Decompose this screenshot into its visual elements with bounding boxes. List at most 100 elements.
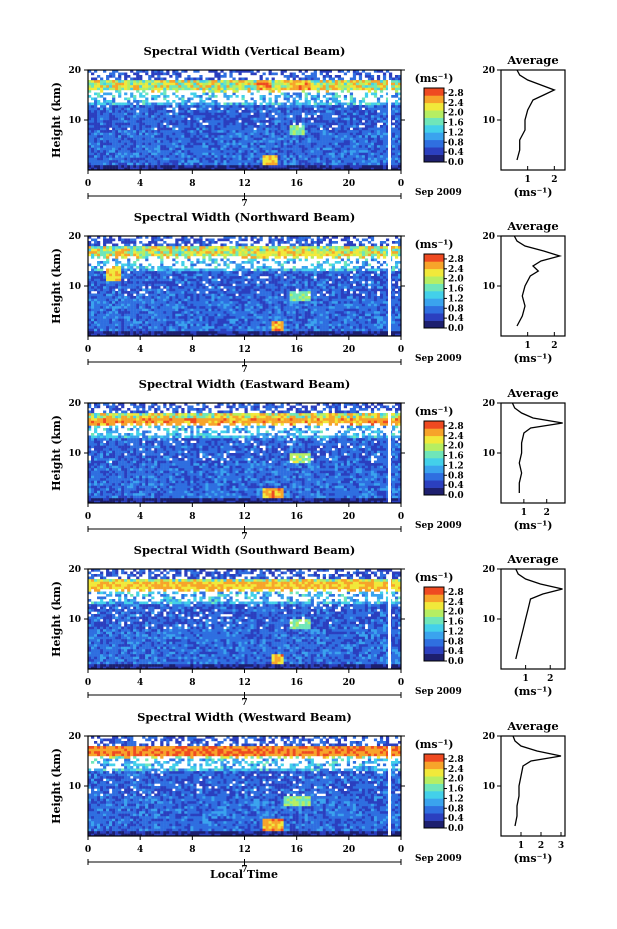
heatmap-cell (127, 137, 131, 141)
heatmap-cell (244, 313, 248, 317)
heatmap-cell (220, 316, 224, 319)
heatmap-cell (364, 157, 369, 161)
heatmap-cell (292, 127, 296, 131)
heatmap-cell (355, 82, 360, 86)
heatmap-cell (274, 162, 278, 166)
heatmap-cell (349, 120, 354, 123)
heatmap-cell (247, 331, 251, 334)
heatmap-cell (367, 152, 372, 156)
heatmap-cell (205, 135, 209, 138)
heatmap-cell (262, 95, 266, 98)
heatmap-cell (361, 321, 366, 324)
heatmap-cell (355, 165, 360, 168)
heatmap-cell (316, 155, 320, 158)
heatmap-cell (97, 82, 101, 86)
heatmap-cell (283, 321, 287, 324)
heatmap-cell (220, 85, 224, 88)
heatmap-cell (139, 311, 143, 314)
average-title: Average (506, 53, 558, 67)
heatmap-cell (163, 82, 167, 86)
heatmap-cell (385, 303, 390, 307)
heatmap-cell (271, 331, 275, 334)
heatmap-cell (178, 130, 182, 133)
heatmap-cell (370, 155, 375, 158)
heatmap-cell (181, 321, 185, 324)
heatmap-cell (214, 318, 218, 322)
heatmap-cell (238, 140, 242, 143)
heatmap-cell (280, 127, 284, 131)
heatmap-cell (349, 130, 354, 133)
heatmap-cell (346, 328, 351, 332)
heatmap-cell (355, 311, 360, 314)
heatmap-cell (142, 122, 146, 126)
heatmap-cell (271, 328, 275, 332)
heatmap-cell (178, 107, 182, 111)
heatmap-cell (304, 157, 308, 161)
heatmap-cell (289, 316, 293, 319)
heatmap-cell (262, 140, 266, 143)
heatmap-cell (337, 321, 342, 324)
heatmap-cell (277, 308, 281, 312)
heatmap-cell (376, 155, 381, 158)
heatmap-cell (214, 125, 218, 128)
heatmap-cell (121, 160, 125, 163)
heatmap-cell (112, 95, 116, 98)
heatmap-cell (349, 85, 354, 88)
heatmap-cell (199, 318, 203, 322)
heatmap-cell (316, 308, 320, 312)
heatmap-cell (304, 122, 308, 126)
heatmap-cell (283, 306, 287, 309)
heatmap-cell (133, 87, 137, 91)
heatmap-cell (343, 155, 348, 158)
heatmap-cell (175, 102, 179, 106)
heatmap-cell (298, 137, 302, 141)
heatmap-cell (349, 313, 354, 317)
heatmap-cell (205, 87, 209, 91)
heatmap-cell (124, 137, 128, 141)
heatmap-cell (184, 313, 188, 317)
heatmap-cell (352, 162, 357, 166)
heatmap-cell (139, 323, 143, 327)
heatmap-cell (382, 316, 387, 319)
heatmap-cell (256, 132, 260, 136)
heatmap-cell (166, 105, 170, 108)
heatmap-cell (208, 115, 212, 118)
heatmap-cell (187, 160, 191, 163)
heatmap-cell (259, 152, 263, 156)
heatmap-cell (382, 326, 387, 329)
heatmap-cell (340, 318, 345, 322)
heatmap-cell (196, 85, 200, 88)
heatmap-cell (151, 122, 155, 126)
heatmap-cell (166, 321, 170, 324)
heatmap-cell (244, 120, 248, 123)
heatmap-cell (313, 112, 317, 116)
heatmap-cell (148, 117, 152, 121)
heatmap-cell (319, 72, 323, 76)
heatmap-cell (295, 311, 299, 314)
heatmap-cell (367, 117, 372, 121)
heatmap-cell (334, 331, 338, 334)
heatmap-cell (364, 92, 369, 96)
heatmap-cell (190, 105, 194, 108)
heatmap-cell (295, 137, 299, 141)
heatmap-cell (139, 122, 143, 126)
heatmap-cell (181, 162, 185, 166)
heatmap-cell (172, 157, 176, 161)
heatmap-cell (106, 87, 110, 91)
heatmap-cell (199, 155, 203, 158)
heatmap-cell (175, 147, 179, 151)
heatmap-cell (133, 147, 137, 151)
heatmap-cell (301, 311, 305, 314)
heatmap-cell (235, 142, 239, 146)
heatmap-cell (385, 127, 390, 131)
heatmap-cell (352, 100, 357, 103)
heatmap-cell (241, 137, 245, 141)
heatmap-cell (217, 110, 221, 113)
heatmap-cell (190, 328, 194, 332)
heatmap-cell (88, 102, 92, 106)
heatmap-cell (397, 162, 402, 166)
heatmap-cell (94, 117, 98, 121)
heatmap-cell (271, 105, 275, 108)
heatmap-cell (142, 102, 146, 106)
heatmap-cell (88, 140, 92, 143)
